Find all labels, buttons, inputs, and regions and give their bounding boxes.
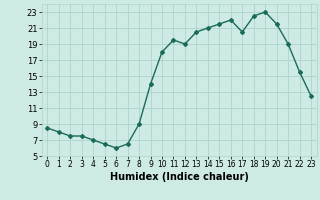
X-axis label: Humidex (Indice chaleur): Humidex (Indice chaleur)	[110, 172, 249, 182]
